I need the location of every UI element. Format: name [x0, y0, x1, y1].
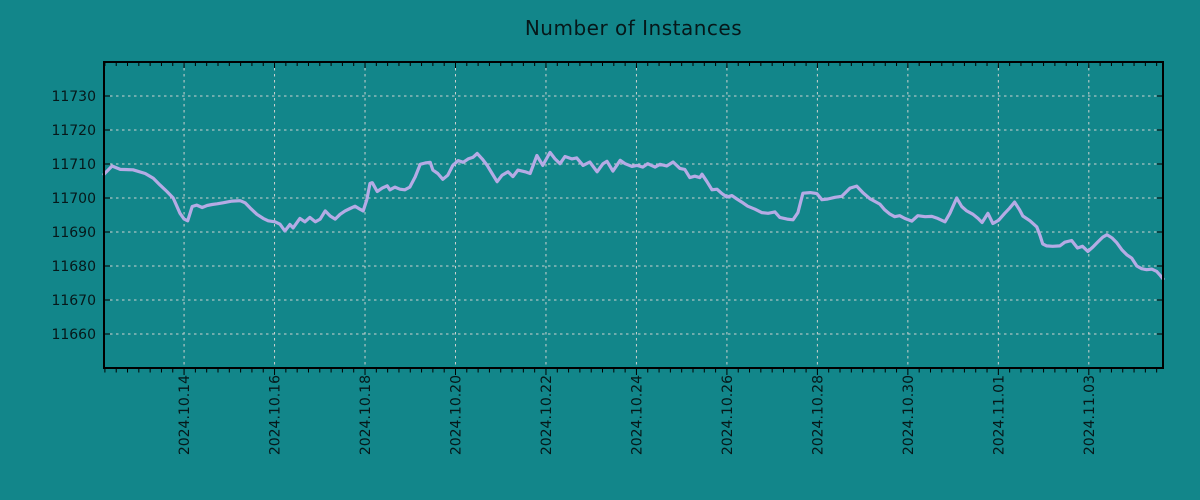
y-tick-label: 11680: [51, 259, 96, 275]
x-tick-label: 2024.10.16: [268, 375, 284, 455]
y-tick-label: 11660: [51, 327, 96, 343]
x-tick-label: 2024.10.30: [901, 375, 917, 455]
x-tick-label: 2024.10.24: [629, 375, 645, 455]
y-tick-label: 11700: [51, 191, 96, 207]
y-tick-label: 11690: [51, 225, 96, 241]
x-tick-label: 2024.11.01: [991, 375, 1007, 455]
x-tick-label: 2024.10.14: [177, 375, 193, 455]
y-tick-label: 11720: [51, 123, 96, 139]
chart-title: Number of Instances: [524, 16, 743, 40]
x-tick-label: 2024.10.22: [539, 375, 555, 455]
x-tick-label: 2024.10.20: [448, 375, 464, 455]
series-line: [102, 150, 1165, 281]
x-tick-label: 2024.10.28: [810, 375, 826, 455]
y-tick-label: 11670: [51, 293, 96, 309]
y-tick-label: 11730: [51, 89, 96, 105]
x-tick-label: 2024.11.03: [1082, 375, 1098, 455]
y-tick-label: 11710: [51, 157, 96, 173]
x-tick-label: 2024.10.18: [358, 375, 374, 455]
x-tick-label: 2024.10.26: [720, 375, 736, 455]
plot-border: [103, 61, 1164, 369]
